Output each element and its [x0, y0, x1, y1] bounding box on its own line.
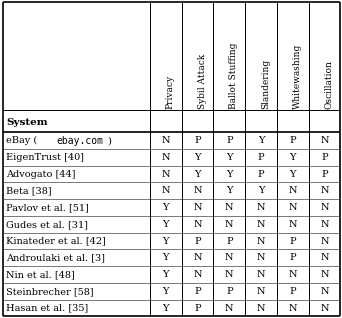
Text: P: P: [289, 136, 296, 145]
Text: N: N: [257, 220, 265, 229]
Text: Slandering: Slandering: [261, 59, 270, 109]
Text: Y: Y: [289, 153, 296, 162]
Text: Y: Y: [162, 287, 169, 296]
Text: P: P: [321, 169, 328, 179]
Text: Y: Y: [162, 237, 169, 245]
Text: Y: Y: [226, 153, 233, 162]
Text: P: P: [194, 237, 201, 245]
Text: N: N: [288, 203, 297, 212]
Text: ): ): [108, 136, 111, 145]
Text: Steinbrecher [58]: Steinbrecher [58]: [6, 287, 94, 296]
Text: N: N: [257, 270, 265, 279]
Text: N: N: [320, 287, 329, 296]
Text: N: N: [257, 304, 265, 313]
Text: N: N: [320, 270, 329, 279]
Text: Y: Y: [162, 220, 169, 229]
Text: N: N: [288, 220, 297, 229]
Text: N: N: [225, 270, 234, 279]
Text: N: N: [288, 270, 297, 279]
Text: N: N: [225, 304, 234, 313]
Text: N: N: [225, 253, 234, 262]
Text: Oscillation: Oscillation: [325, 60, 333, 109]
Text: N: N: [320, 220, 329, 229]
Text: Y: Y: [226, 169, 233, 179]
Text: Privacy: Privacy: [166, 74, 175, 109]
Text: Y: Y: [258, 186, 264, 195]
Text: P: P: [194, 304, 201, 313]
Text: Androulaki et al. [3]: Androulaki et al. [3]: [6, 253, 105, 262]
Text: N: N: [320, 186, 329, 195]
Text: Hasan et al. [35]: Hasan et al. [35]: [6, 304, 88, 313]
Text: EigenTrust [40]: EigenTrust [40]: [6, 153, 84, 162]
Text: P: P: [194, 287, 201, 296]
Text: Y: Y: [162, 253, 169, 262]
Text: Y: Y: [162, 304, 169, 313]
Text: System: System: [7, 118, 49, 127]
Text: N: N: [320, 237, 329, 245]
Text: N: N: [161, 136, 170, 145]
Text: Kinateder et al. [42]: Kinateder et al. [42]: [6, 237, 106, 245]
Text: N: N: [225, 203, 234, 212]
Text: N: N: [193, 253, 202, 262]
Text: N: N: [161, 153, 170, 162]
Text: P: P: [226, 237, 233, 245]
Text: N: N: [161, 186, 170, 195]
Text: P: P: [226, 136, 233, 145]
Text: N: N: [257, 237, 265, 245]
Text: Y: Y: [226, 186, 233, 195]
Text: P: P: [194, 136, 201, 145]
Text: Beta [38]: Beta [38]: [6, 186, 52, 195]
Text: N: N: [320, 304, 329, 313]
Text: Y: Y: [162, 270, 169, 279]
Text: N: N: [288, 304, 297, 313]
Text: N: N: [193, 186, 202, 195]
Text: P: P: [289, 237, 296, 245]
Text: N: N: [161, 169, 170, 179]
Text: Advogato [44]: Advogato [44]: [6, 169, 76, 179]
Text: N: N: [320, 136, 329, 145]
Text: P: P: [321, 153, 328, 162]
Text: N: N: [288, 186, 297, 195]
Text: Gudes et al. [31]: Gudes et al. [31]: [6, 220, 88, 229]
Text: P: P: [289, 253, 296, 262]
Text: P: P: [289, 287, 296, 296]
Text: N: N: [257, 253, 265, 262]
Text: N: N: [193, 203, 202, 212]
Text: P: P: [258, 153, 264, 162]
Text: N: N: [193, 220, 202, 229]
Text: Ballot Stuffing: Ballot Stuffing: [229, 42, 238, 109]
Text: Y: Y: [162, 203, 169, 212]
Text: Pavlov et al. [51]: Pavlov et al. [51]: [6, 203, 89, 212]
Text: P: P: [226, 287, 233, 296]
Text: Y: Y: [258, 136, 264, 145]
Text: Y: Y: [194, 169, 201, 179]
Text: N: N: [257, 287, 265, 296]
Text: N: N: [193, 270, 202, 279]
Text: Y: Y: [194, 153, 201, 162]
Text: ebay.com: ebay.com: [56, 135, 103, 146]
Text: N: N: [225, 220, 234, 229]
Text: N: N: [257, 203, 265, 212]
Text: eBay (: eBay (: [6, 136, 37, 145]
Text: N: N: [320, 253, 329, 262]
Text: Y: Y: [289, 169, 296, 179]
Text: P: P: [258, 169, 264, 179]
Text: N: N: [320, 203, 329, 212]
Text: Nin et al. [48]: Nin et al. [48]: [6, 270, 75, 279]
Text: Whitewashing: Whitewashing: [293, 43, 302, 109]
Text: Sybil Attack: Sybil Attack: [198, 53, 207, 109]
